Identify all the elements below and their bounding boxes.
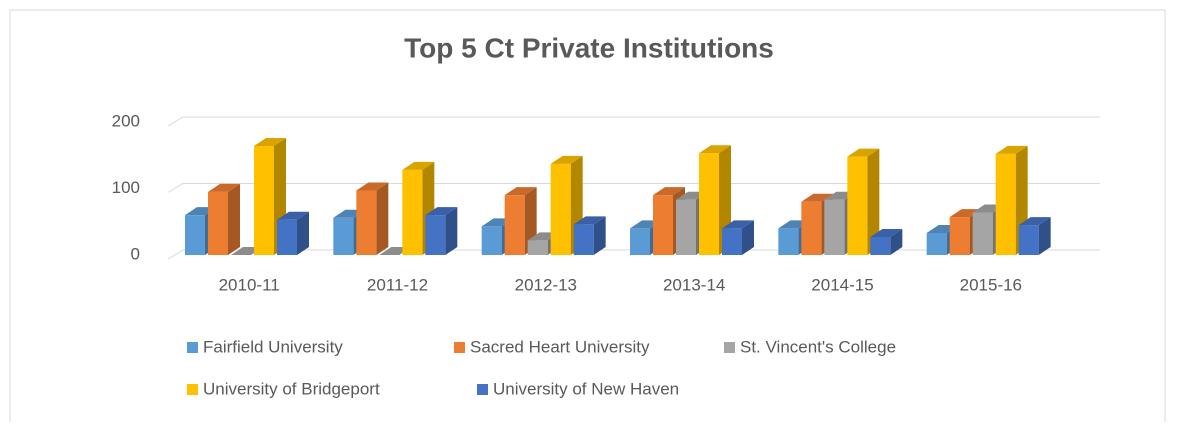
grid-line xyxy=(167,116,1100,127)
chart-border xyxy=(9,9,1166,422)
legend-label: University of Bridgeport xyxy=(203,379,380,398)
legend-swatch xyxy=(724,342,735,353)
bar xyxy=(277,211,309,255)
bar-face xyxy=(653,187,685,196)
bar-face xyxy=(445,207,458,255)
bar xyxy=(1018,217,1051,255)
legend-swatch xyxy=(187,342,198,353)
bar-face xyxy=(402,161,435,170)
bar-face xyxy=(228,183,240,255)
bar-face xyxy=(277,219,297,255)
bar-face xyxy=(333,217,354,255)
bar xyxy=(356,182,389,255)
x-tick-label: 2012-13 xyxy=(515,275,577,294)
legend-swatch xyxy=(454,342,465,353)
bar-face xyxy=(593,216,606,255)
legend-label: University of New Haven xyxy=(493,379,679,398)
bar-face xyxy=(573,216,606,225)
bar-face xyxy=(376,182,389,255)
bar-face xyxy=(699,153,719,255)
bar xyxy=(847,148,880,255)
bar-face xyxy=(630,228,650,255)
bar-face xyxy=(699,145,731,154)
bar-face xyxy=(653,195,673,255)
bar-face xyxy=(870,229,903,238)
bar-face xyxy=(972,212,993,255)
bar-face xyxy=(185,215,205,255)
bar-face xyxy=(676,199,696,255)
bar-face xyxy=(208,191,228,255)
bar-face xyxy=(550,155,583,164)
bar-face xyxy=(778,228,799,255)
bar-face xyxy=(742,220,754,255)
bar-face xyxy=(504,187,537,196)
bar-face xyxy=(504,195,525,255)
bar-face xyxy=(949,209,982,218)
bar xyxy=(722,220,754,255)
bar-face xyxy=(481,226,502,255)
bar-face xyxy=(824,199,845,255)
y-tick-label: 200 xyxy=(112,111,140,130)
bar-face xyxy=(1038,217,1051,255)
chart-title: Top 5 Ct Private Institutions xyxy=(404,32,774,63)
bar-face xyxy=(926,233,947,255)
bar-face xyxy=(801,193,834,202)
bar-face xyxy=(847,148,880,157)
bar-face xyxy=(995,145,1028,154)
bar-face xyxy=(254,145,274,255)
bar xyxy=(870,229,903,255)
bar-face xyxy=(867,148,880,255)
bar-face xyxy=(573,224,594,255)
legend-label: St. Vincent's College xyxy=(740,337,896,356)
legend-swatch xyxy=(477,384,488,395)
bar-face xyxy=(995,153,1016,255)
bar-face xyxy=(949,217,970,255)
legend-label: Sacred Heart University xyxy=(470,337,650,356)
bar-face xyxy=(890,229,903,255)
x-tick-label: 2011-12 xyxy=(367,275,428,294)
bar-face xyxy=(722,228,742,255)
x-tick-label: 2013-14 xyxy=(663,275,725,294)
bar-face xyxy=(297,211,309,255)
bar-face xyxy=(847,156,868,255)
bar-face xyxy=(208,183,240,192)
legend-label: Fairfield University xyxy=(203,337,343,356)
grid-line xyxy=(167,183,1100,193)
bar-face xyxy=(277,211,309,220)
bar-face xyxy=(356,190,377,255)
x-tick-label: 2014-15 xyxy=(811,275,873,294)
bar-face xyxy=(870,237,891,255)
bar xyxy=(573,216,606,255)
bar-face xyxy=(1018,225,1039,255)
bar-face xyxy=(425,215,446,255)
x-tick-label: 2010-11 xyxy=(219,275,280,294)
bar-face xyxy=(801,201,822,255)
y-tick-label: 100 xyxy=(112,178,140,197)
bar xyxy=(995,145,1028,255)
bar-face xyxy=(356,182,389,191)
bar-face xyxy=(425,207,458,216)
bar-face xyxy=(550,163,571,255)
bar-face xyxy=(254,137,286,146)
bar-face xyxy=(1018,217,1051,226)
bar-face xyxy=(527,240,548,255)
y-tick-label: 0 xyxy=(131,244,140,263)
bar xyxy=(425,207,458,255)
x-tick-label: 2015-16 xyxy=(960,275,1022,294)
bar xyxy=(208,183,240,255)
legend-swatch xyxy=(187,384,198,395)
bar-face xyxy=(722,220,754,229)
bar-face xyxy=(402,169,423,255)
